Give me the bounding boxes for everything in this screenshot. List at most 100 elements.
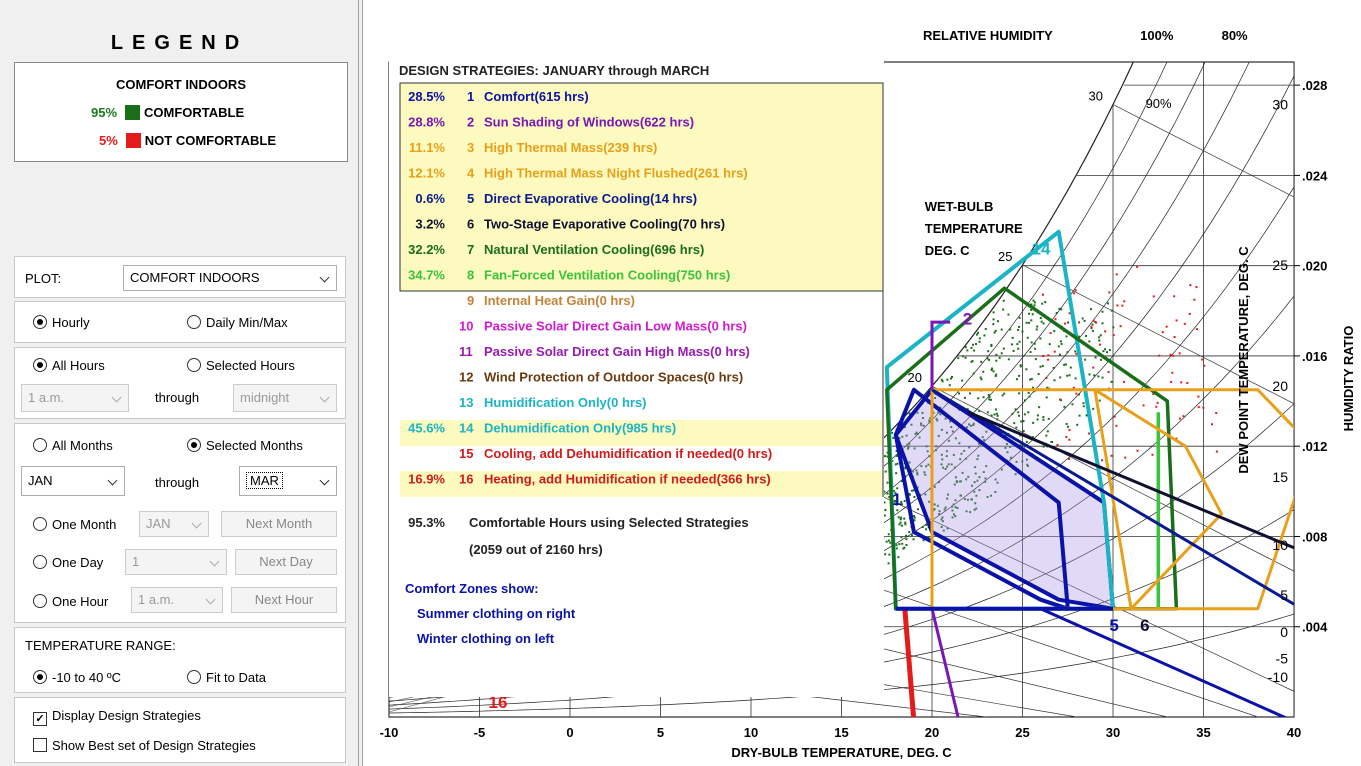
zone-label-2: 2 (963, 309, 972, 328)
comfortable-point (883, 514, 886, 517)
thermal-mass-night-zone (1093, 388, 1224, 611)
not-comfortable-point (1156, 401, 1159, 404)
show-best-checkbox[interactable]: Show Best set of Design Strategies (33, 738, 256, 753)
next-month-button[interactable]: Next Month (221, 511, 337, 537)
one-month-select[interactable]: JAN (139, 511, 209, 537)
comfortable-point (946, 493, 949, 496)
comfortable-point (991, 367, 994, 370)
comfortable-point (905, 538, 908, 541)
one-hour-radio[interactable]: One Hour (33, 594, 108, 609)
next-day-button[interactable]: Next Day (235, 549, 337, 575)
comfortable-point (958, 480, 961, 483)
comfortable-point (918, 436, 921, 439)
selected-months-radio[interactable]: Selected Months (187, 438, 303, 453)
x-tick-label: 30 (1106, 725, 1120, 740)
comfortable-point (921, 417, 924, 420)
not-comfortable-point (1172, 354, 1175, 357)
comfortable-point (928, 419, 931, 422)
next-hour-button[interactable]: Next Hour (231, 587, 337, 613)
comfortable-point (1033, 301, 1036, 304)
comfortable-point (1021, 330, 1024, 333)
display-strategies-checkbox[interactable]: ✓ Display Design Strategies (33, 708, 201, 726)
comfortable-point (933, 503, 936, 506)
all-hours-radio[interactable]: All Hours (33, 358, 105, 373)
temp-range-radio-2[interactable]: Fit to Data (187, 670, 266, 685)
one-hour-select[interactable]: 1 a.m. (131, 587, 223, 613)
comfortable-point (955, 480, 958, 483)
comfortable-point (1031, 313, 1034, 316)
comfortable-point (1025, 321, 1028, 324)
plot-select[interactable]: COMFORT INDOORS (123, 265, 337, 291)
comfortable-point (963, 396, 966, 399)
strategy-number: 13 (459, 395, 473, 410)
selected-hours-radio[interactable]: Selected Hours (187, 358, 295, 373)
radio-icon (33, 517, 47, 531)
comfortable-point (884, 553, 887, 556)
comfortable-point (1086, 414, 1089, 417)
comfortable-point (884, 470, 887, 473)
comfortable-point (1059, 376, 1062, 379)
comfortable-point (900, 516, 903, 519)
comfortable-point (928, 455, 931, 458)
comfortable-point (1025, 368, 1028, 371)
strategy-pct: 16.9% (408, 472, 445, 487)
comfortable-point (1033, 342, 1036, 345)
comfortable-point (994, 375, 997, 378)
one-month-radio[interactable]: One Month (33, 517, 116, 532)
strategy-label: High Thermal Mass Night Flushed(261 hrs) (484, 166, 748, 181)
wet-bulb-axis-label: TEMPERATURE (925, 221, 1023, 236)
comfortable-point (973, 349, 976, 352)
comfortable-point (888, 496, 891, 499)
comfortable-point (935, 445, 938, 448)
comfortable-point (945, 455, 948, 458)
heating-zone-line (902, 608, 917, 717)
sun-shading-line-lower (930, 608, 960, 717)
all-months-radio[interactable]: All Months (33, 438, 113, 453)
comfortable-point (941, 458, 944, 461)
comfortable-point (1066, 374, 1069, 377)
one-day-select[interactable]: 1 (125, 549, 227, 575)
hour-from-value: 1 a.m. (28, 390, 65, 405)
comfortable-point (898, 523, 901, 526)
comfortable-point (970, 346, 973, 349)
comfortable-point (952, 453, 955, 456)
comfortable-point (945, 431, 948, 434)
y-tick-label: .028 (1302, 78, 1327, 93)
zone-label-16: 16 (489, 693, 508, 712)
temp-range-radio-1[interactable]: -10 to 40 ºC (33, 670, 121, 685)
comfortable-point (913, 516, 916, 519)
not-comfortable-point (1124, 456, 1127, 459)
comfortable-point (985, 465, 988, 468)
hour-to-select[interactable]: midnight (233, 384, 337, 412)
comfortable-point (884, 508, 887, 511)
comfortable-point (956, 507, 959, 510)
comfortable-point (974, 342, 977, 345)
strategy-pct: 11.1% (409, 140, 446, 155)
hourly-radio[interactable]: Hourly (33, 315, 90, 330)
comfortable-point (947, 463, 950, 466)
comfortable-point (892, 436, 895, 439)
not-comfortable-point (1047, 354, 1050, 357)
comfortable-point (908, 531, 911, 534)
comfortable-point (935, 417, 938, 420)
y-tick-label: .004 (1302, 620, 1328, 635)
not-comfortable-point (1152, 392, 1155, 395)
month-from-select[interactable]: JAN (21, 466, 125, 496)
hour-from-select[interactable]: 1 a.m. (21, 384, 129, 412)
radio-selected-icon (187, 438, 201, 452)
chevron-down-icon (111, 392, 122, 403)
comfortable-point (1045, 396, 1048, 399)
comfortable-point (1014, 473, 1017, 476)
daily-radio[interactable]: Daily Min/Max (187, 315, 288, 330)
y-tick-label: .012 (1302, 439, 1327, 454)
strategy-label: Humidification Only(0 hrs) (484, 395, 647, 410)
comfortable-point (885, 540, 888, 543)
display-panel: ✓ Display Design Strategies Show Best set… (14, 697, 346, 763)
month-to-select[interactable]: MAR (239, 466, 337, 496)
comfortable-point (1039, 317, 1042, 320)
comfortable-point (895, 544, 898, 547)
checkmark-icon: ✓ (33, 712, 47, 726)
comfortable-point (982, 471, 985, 474)
comfortable-point (990, 343, 993, 346)
one-day-radio[interactable]: One Day (33, 555, 103, 570)
